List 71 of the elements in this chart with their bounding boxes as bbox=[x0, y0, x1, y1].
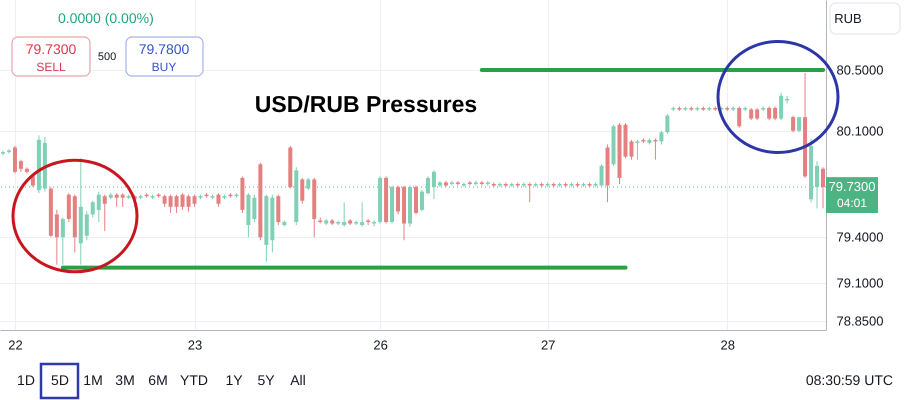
annotation: BUY bbox=[152, 60, 176, 74]
text: USD/RUB Pressures bbox=[254, 91, 478, 117]
candlestick bbox=[797, 116, 802, 133]
annotation: 79.7300 bbox=[26, 41, 77, 57]
candlestick bbox=[653, 138, 658, 160]
candlestick bbox=[18, 159, 23, 172]
x-tick-label: 23 bbox=[188, 338, 202, 352]
candlestick bbox=[342, 202, 346, 228]
x-tick-label: 28 bbox=[720, 338, 735, 352]
text: 3M bbox=[115, 372, 135, 388]
candlestick bbox=[120, 192, 125, 208]
candlestick bbox=[791, 115, 796, 133]
candlestick bbox=[528, 182, 532, 203]
y-tick-label: 78.8500 bbox=[836, 313, 884, 328]
candlestick bbox=[192, 194, 197, 208]
x-tick-label: 26 bbox=[373, 338, 388, 352]
candlestick bbox=[821, 166, 826, 209]
candlestick bbox=[773, 106, 778, 121]
text: All bbox=[290, 372, 306, 388]
candlestick bbox=[84, 210, 89, 241]
y-tick-label: 79.4000 bbox=[836, 230, 884, 245]
candlestick bbox=[659, 130, 664, 145]
text: 04:01 bbox=[836, 196, 868, 210]
text: YTD bbox=[180, 372, 208, 388]
candlestick bbox=[737, 106, 742, 128]
candlestick bbox=[180, 192, 185, 210]
candlestick bbox=[755, 107, 760, 121]
candlestick bbox=[600, 164, 604, 188]
candlestick bbox=[102, 194, 107, 232]
candlestick bbox=[749, 107, 754, 121]
candlestick bbox=[420, 190, 424, 212]
text: 08:30:59 UTC bbox=[806, 372, 893, 388]
candlestick bbox=[815, 160, 820, 209]
text: 1Y bbox=[225, 372, 244, 388]
candlestick bbox=[216, 192, 220, 208]
candlestick bbox=[426, 176, 430, 196]
candlestick bbox=[162, 194, 167, 208]
candlestick bbox=[174, 194, 179, 214]
y-tick-label: 80.1000 bbox=[836, 123, 884, 138]
candlestick bbox=[90, 200, 95, 218]
text: 5D bbox=[51, 372, 69, 388]
text: 5Y bbox=[257, 372, 276, 388]
text: 1D bbox=[17, 372, 35, 388]
candlestick bbox=[779, 92, 784, 121]
candlestick bbox=[360, 202, 364, 228]
x-tick-label: 27 bbox=[540, 338, 556, 352]
annotation: 0.0000 (0.00%) bbox=[58, 10, 154, 26]
text: 6M bbox=[148, 372, 168, 388]
candlestick bbox=[665, 114, 670, 134]
candlestick bbox=[54, 209, 59, 266]
annotation: 500 bbox=[98, 51, 116, 63]
candlestick bbox=[629, 139, 634, 160]
annotation: 79.7800 bbox=[138, 41, 190, 57]
candlestick bbox=[432, 170, 436, 200]
text: RUB bbox=[834, 11, 862, 26]
candlestick bbox=[635, 139, 640, 160]
ref-line-label: 79.7300 bbox=[828, 179, 876, 194]
candlestick bbox=[306, 177, 310, 191]
candlestick bbox=[252, 194, 256, 223]
y-tick-label: 79.1000 bbox=[836, 275, 884, 290]
candlestick bbox=[186, 194, 191, 212]
annotation: SELL bbox=[36, 60, 66, 74]
text: 1M bbox=[83, 372, 103, 388]
candlestick bbox=[767, 106, 772, 121]
x-tick-label: 22 bbox=[8, 338, 23, 352]
candlestick bbox=[96, 191, 101, 223]
candlestick bbox=[168, 194, 173, 214]
y-tick-label: 80.5000 bbox=[836, 62, 884, 78]
candlestick bbox=[114, 192, 119, 208]
candlestick bbox=[300, 177, 304, 204]
candlestick bbox=[60, 216, 65, 266]
